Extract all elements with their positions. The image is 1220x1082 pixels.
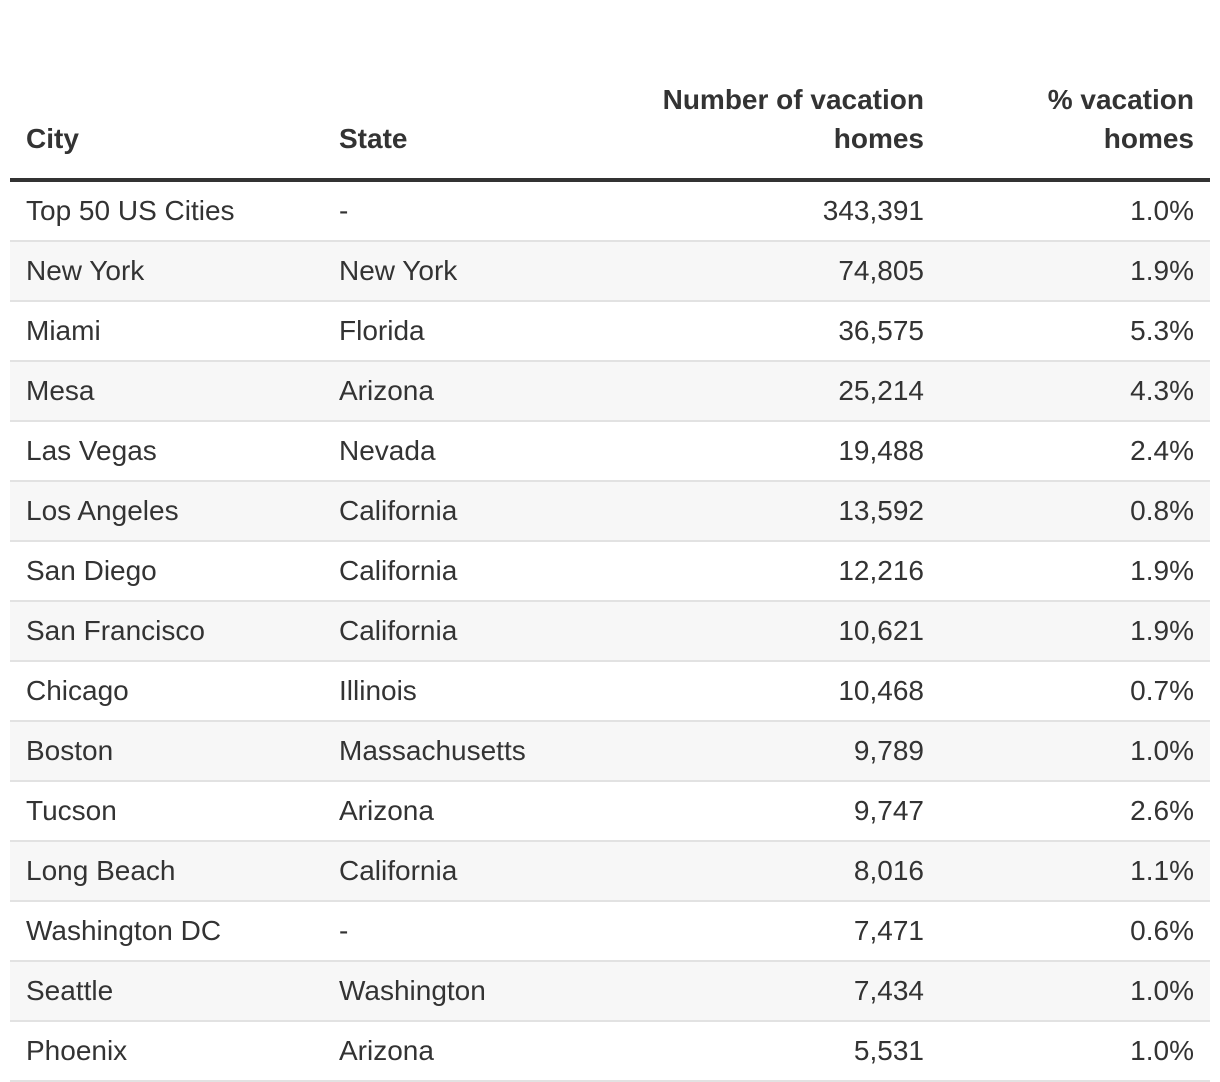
cell-state: - xyxy=(323,901,636,962)
cell-percent: 1.0% xyxy=(941,961,1210,1022)
table-header-row: City State Number of vacation homes % va… xyxy=(10,0,1210,182)
table-row: Chicago Illinois 10,468 0.7% xyxy=(10,661,1210,722)
cell-number: 9,789 xyxy=(636,721,941,782)
table-row: Phoenix Arizona 5,531 1.0% xyxy=(10,1021,1210,1082)
cell-number: 10,621 xyxy=(636,601,941,662)
cell-city: New York xyxy=(10,241,323,302)
table-row: San Francisco California 10,621 1.9% xyxy=(10,601,1210,662)
cell-city: Chicago xyxy=(10,661,323,722)
cell-percent: 2.6% xyxy=(941,781,1210,842)
table-header: City State Number of vacation homes % va… xyxy=(10,0,1210,182)
cell-state: Arizona xyxy=(323,1021,636,1082)
cell-number: 5,531 xyxy=(636,1021,941,1082)
table-row: Washington DC -7,471 0.6% xyxy=(10,901,1210,962)
cell-city: Washington DC xyxy=(10,901,323,962)
cell-percent: 1.1% xyxy=(941,841,1210,902)
cell-state: California xyxy=(323,541,636,602)
cell-number: 7,434 xyxy=(636,961,941,1022)
cell-number: 10,468 xyxy=(636,661,941,722)
cell-state: Massachusetts xyxy=(323,721,636,782)
cell-city: Top 50 US Cities xyxy=(10,180,323,242)
table-row: Las Vegas Nevada 19,488 2.4% xyxy=(10,421,1210,482)
cell-percent: 1.9% xyxy=(941,541,1210,602)
cell-state: - xyxy=(323,180,636,242)
cell-percent: 1.9% xyxy=(941,601,1210,662)
table-row: Boston Massachusetts 9,789 1.0% xyxy=(10,721,1210,782)
column-header-number: Number of vacation homes xyxy=(636,0,941,182)
table-row: Top 50 US Cities -343,391 1.0% xyxy=(10,180,1210,242)
cell-city: Seattle xyxy=(10,961,323,1022)
column-header-percent: % vacation homes xyxy=(941,0,1210,182)
cell-number: 13,592 xyxy=(636,481,941,542)
cell-state: New York xyxy=(323,241,636,302)
cell-city: Mesa xyxy=(10,361,323,422)
cell-city: Long Beach xyxy=(10,841,323,902)
cell-percent: 1.0% xyxy=(941,180,1210,242)
table-row: New York New York 74,805 1.9% xyxy=(10,241,1210,302)
table-row: Seattle Washington 7,434 1.0% xyxy=(10,961,1210,1022)
cell-percent: 1.9% xyxy=(941,241,1210,302)
vacation-homes-table-container: City State Number of vacation homes % va… xyxy=(10,0,1210,1082)
cell-state: Nevada xyxy=(323,421,636,482)
table-row: Los Angeles California 13,592 0.8% xyxy=(10,481,1210,542)
cell-state: California xyxy=(323,841,636,902)
cell-percent: 0.8% xyxy=(941,481,1210,542)
cell-city: Las Vegas xyxy=(10,421,323,482)
cell-state: California xyxy=(323,601,636,662)
cell-state: California xyxy=(323,481,636,542)
cell-percent: 0.6% xyxy=(941,901,1210,962)
table-row: Miami Florida 36,575 5.3% xyxy=(10,301,1210,362)
table-body: Top 50 US Cities -343,391 1.0% New York New … xyxy=(10,180,1210,1082)
cell-state: Arizona xyxy=(323,781,636,842)
cell-number: 12,216 xyxy=(636,541,941,602)
table-row: Mesa Arizona 25,214 4.3% xyxy=(10,361,1210,422)
cell-city: Los Angeles xyxy=(10,481,323,542)
cell-percent: 1.0% xyxy=(941,1021,1210,1082)
cell-state: Washington xyxy=(323,961,636,1022)
cell-city: Boston xyxy=(10,721,323,782)
cell-state: Illinois xyxy=(323,661,636,722)
cell-state: Arizona xyxy=(323,361,636,422)
cell-number: 7,471 xyxy=(636,901,941,962)
cell-city: Phoenix xyxy=(10,1021,323,1082)
column-header-city: City xyxy=(10,0,323,182)
cell-percent: 0.7% xyxy=(941,661,1210,722)
cell-city: San Francisco xyxy=(10,601,323,662)
vacation-homes-table: City State Number of vacation homes % va… xyxy=(10,0,1210,1082)
cell-city: San Diego xyxy=(10,541,323,602)
cell-state: Florida xyxy=(323,301,636,362)
cell-number: 19,488 xyxy=(636,421,941,482)
column-header-state: State xyxy=(323,0,636,182)
table-row: San Diego California 12,216 1.9% xyxy=(10,541,1210,602)
table-row: Long Beach California 8,016 1.1% xyxy=(10,841,1210,902)
cell-city: Tucson xyxy=(10,781,323,842)
cell-number: 9,747 xyxy=(636,781,941,842)
cell-percent: 5.3% xyxy=(941,301,1210,362)
cell-percent: 4.3% xyxy=(941,361,1210,422)
cell-percent: 1.0% xyxy=(941,721,1210,782)
cell-number: 343,391 xyxy=(636,180,941,242)
table-row: Tucson Arizona 9,747 2.6% xyxy=(10,781,1210,842)
cell-number: 25,214 xyxy=(636,361,941,422)
cell-percent: 2.4% xyxy=(941,421,1210,482)
cell-number: 36,575 xyxy=(636,301,941,362)
cell-number: 74,805 xyxy=(636,241,941,302)
cell-number: 8,016 xyxy=(636,841,941,902)
cell-city: Miami xyxy=(10,301,323,362)
